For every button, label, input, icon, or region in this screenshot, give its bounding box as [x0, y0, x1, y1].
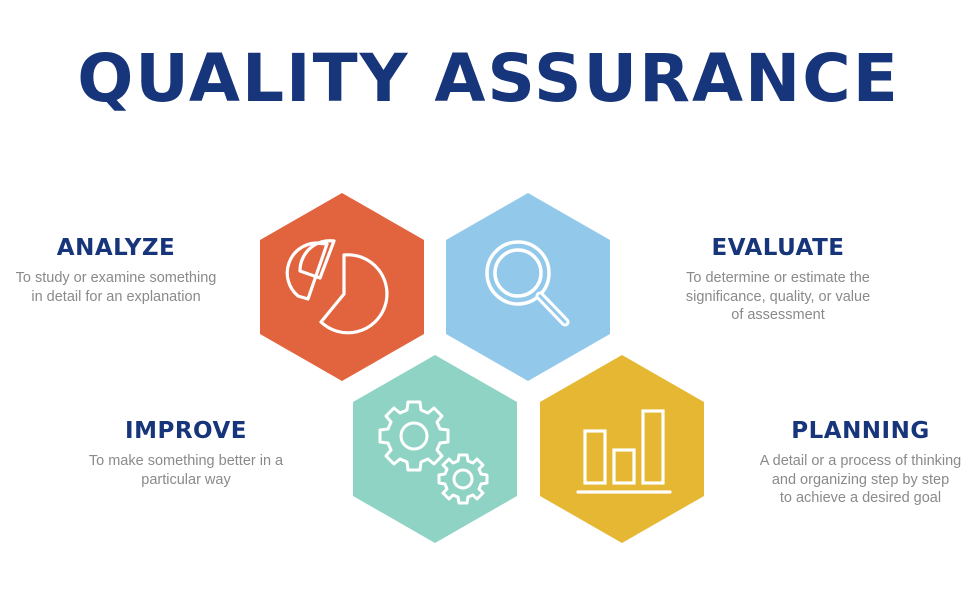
analyze-description: To study or examine something in detail …	[0, 269, 232, 306]
analyze-line-2: in detail for an explanation	[31, 288, 201, 305]
planning-line-2: and organizing step by step	[771, 471, 950, 488]
evaluate-line-1: To determine or estimate the	[686, 270, 870, 287]
planning-block: PLANNING A detail or a process of thinki…	[744, 418, 977, 508]
evaluate-heading: EVALUATE	[711, 235, 845, 261]
analyze-hexagon	[260, 193, 424, 381]
improve-heading: IMPROVE	[125, 418, 247, 444]
evaluate-line-3: of assessment	[731, 307, 825, 324]
analyze-heading: ANALYZE	[56, 235, 176, 261]
analyze-line-1: To study or examine something	[15, 270, 217, 287]
planning-hexagon	[540, 355, 704, 543]
gears-icon	[378, 400, 489, 505]
planning-line-1: A detail or a process of thinking	[759, 453, 962, 470]
planning-description: A detail or a process of thinking and or…	[744, 452, 977, 508]
improve-description: To make something better in a particular…	[70, 452, 302, 489]
improve-hexagon	[353, 355, 517, 543]
planning-heading: PLANNING	[791, 418, 930, 444]
improve-line-2: particular way	[141, 471, 231, 488]
planning-line-3: to achieve a desired goal	[779, 490, 942, 507]
improve-line-1: To make something better in a	[88, 453, 284, 470]
magnifier-icon	[485, 240, 570, 327]
evaluate-block: EVALUATE To determine or estimate the si…	[664, 235, 892, 325]
evaluate-hexagon	[446, 193, 610, 381]
analyze-block: ANALYZE To study or examine something in…	[0, 235, 232, 306]
page-title: QUALITY ASSURANCE	[77, 40, 900, 117]
pie-chart-icon	[285, 239, 389, 335]
evaluate-line-2: significance, quality, or value	[685, 288, 871, 305]
evaluate-description: To determine or estimate the significanc…	[664, 269, 892, 325]
bar-chart-icon	[576, 409, 672, 494]
improve-block: IMPROVE To make something better in a pa…	[70, 418, 302, 489]
